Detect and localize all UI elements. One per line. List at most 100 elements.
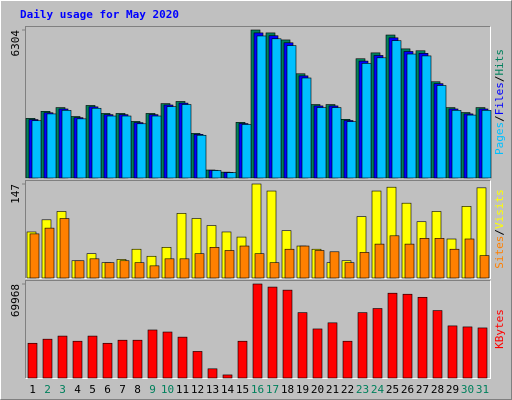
bar <box>254 253 265 279</box>
panel-border <box>25 180 491 279</box>
bar <box>57 335 68 379</box>
x-tick-label: 27 <box>416 383 429 396</box>
legend-entry: Files <box>493 82 506 115</box>
bar <box>177 336 188 379</box>
x-tick-label: 2 <box>44 383 51 396</box>
legend: KBytes <box>493 309 506 349</box>
bar <box>166 106 177 179</box>
bar <box>44 227 55 279</box>
bar <box>162 331 173 379</box>
bar <box>316 107 327 179</box>
bar <box>314 250 325 279</box>
bar <box>436 85 447 179</box>
legend: Pages/Files/Hits <box>493 49 506 155</box>
bar <box>89 258 100 279</box>
bar <box>372 308 383 379</box>
bar <box>74 260 85 279</box>
legend-separator: / <box>493 76 506 83</box>
x-tick-label: 26 <box>401 383 414 396</box>
bar <box>447 325 458 379</box>
bar <box>269 262 280 279</box>
bar <box>237 340 248 379</box>
x-tick-label: 5 <box>89 383 96 396</box>
bar <box>61 110 72 179</box>
bar <box>331 107 342 179</box>
panel-border <box>25 26 491 179</box>
x-tick-label: 6 <box>104 383 111 396</box>
bar <box>387 292 398 379</box>
bar <box>106 115 117 179</box>
x-tick-label: 29 <box>446 383 459 396</box>
bar <box>464 238 475 279</box>
bar <box>359 252 370 279</box>
legend-separator: / <box>493 229 506 236</box>
bar <box>224 250 235 279</box>
y-tick-label: 6304 <box>9 30 22 57</box>
bar <box>479 255 490 279</box>
x-tick-label: 24 <box>371 383 385 396</box>
bar <box>207 368 218 379</box>
bar <box>462 326 473 379</box>
bar <box>196 134 207 179</box>
bar <box>299 245 310 279</box>
bar <box>312 328 323 379</box>
bar <box>297 312 308 379</box>
bar <box>402 293 413 379</box>
bar <box>327 322 338 379</box>
bar <box>102 342 113 379</box>
bar <box>419 238 430 279</box>
bar <box>481 110 492 179</box>
bar <box>181 104 192 179</box>
chart-title: Daily usage for May 2020 <box>20 8 179 21</box>
x-tick-label: 23 <box>356 383 369 396</box>
x-tick-label: 22 <box>341 383 354 396</box>
x-tick-label: 30 <box>461 383 474 396</box>
x-tick-label: 14 <box>221 383 235 396</box>
bar <box>222 374 233 379</box>
bar <box>252 283 263 379</box>
x-tick-label: 9 <box>149 383 156 396</box>
legend-entry: KBytes <box>493 309 506 349</box>
bar <box>284 248 295 279</box>
panel-border <box>25 26 491 179</box>
bar <box>241 124 252 179</box>
bar <box>449 248 460 279</box>
x-tick-label: 17 <box>266 383 279 396</box>
bar <box>46 113 57 179</box>
legend-entry: Sites <box>493 236 506 269</box>
bar <box>329 251 340 279</box>
bar <box>432 310 443 379</box>
bar <box>361 63 372 179</box>
bar <box>104 262 115 279</box>
bar <box>134 262 145 279</box>
x-tick-label: 8 <box>134 383 141 396</box>
bar <box>136 123 147 179</box>
bar <box>374 243 385 279</box>
x-tick-label: 13 <box>206 383 219 396</box>
bar <box>376 57 387 179</box>
x-tick-label: 7 <box>119 383 126 396</box>
bar <box>342 340 353 379</box>
bar <box>391 40 402 179</box>
bar <box>477 327 488 379</box>
legend-entry: Hits <box>493 49 506 76</box>
x-tick-label: 25 <box>386 383 399 396</box>
bar <box>282 289 293 379</box>
bar <box>29 233 40 279</box>
bar <box>117 339 128 379</box>
x-tick-label: 15 <box>236 383 249 396</box>
bar <box>31 120 42 179</box>
x-tick-label: 3 <box>59 383 66 396</box>
bar <box>301 77 312 179</box>
x-tick-label: 21 <box>326 383 339 396</box>
bar <box>91 107 102 179</box>
x-tick-label: 18 <box>281 383 294 396</box>
panel-border <box>25 280 491 379</box>
bar <box>466 114 477 179</box>
y-tick-label: 147 <box>9 184 22 204</box>
x-tick-label: 28 <box>431 383 444 396</box>
legend-separator: / <box>493 115 506 122</box>
bar <box>267 286 278 379</box>
bar <box>119 260 130 279</box>
